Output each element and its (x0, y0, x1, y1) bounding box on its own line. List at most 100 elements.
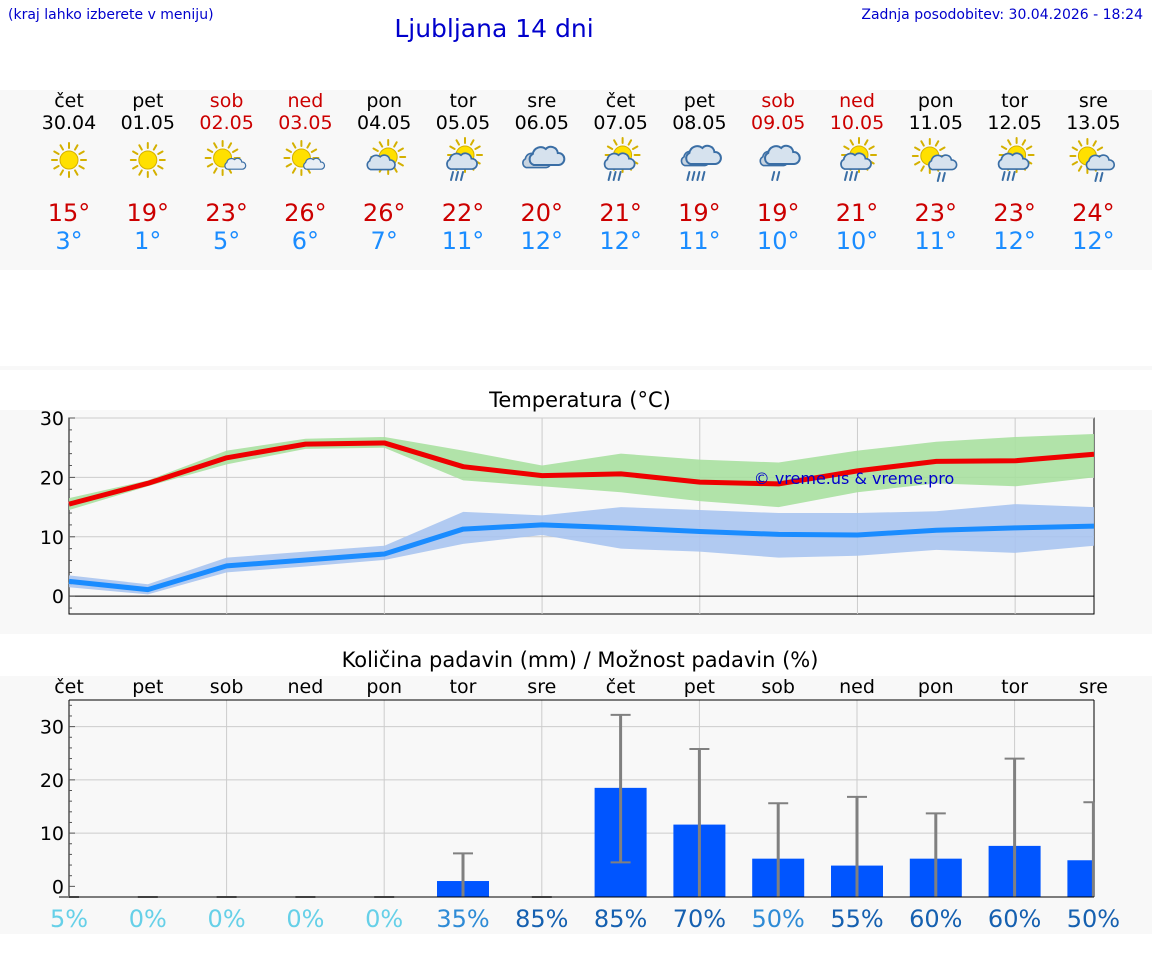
x-category-label: tor (450, 676, 477, 698)
day-date: 04.05 (357, 112, 411, 134)
min-temp: 6° (292, 227, 319, 255)
precip-probability: 60% (909, 905, 962, 933)
max-temp: 23° (993, 199, 1036, 227)
day-date: 06.05 (515, 112, 569, 134)
x-category-label: pon (918, 676, 954, 698)
x-category-label: tor (1001, 676, 1028, 698)
x-category-label: čet (54, 676, 84, 698)
sun-cloud-rain-icon (840, 137, 877, 181)
x-category-label: čet (606, 676, 636, 698)
precip-probability: 55% (830, 905, 883, 933)
precip-probability: 0% (208, 905, 246, 933)
cloudy-icon (522, 145, 566, 169)
x-category-label: ned (288, 676, 324, 698)
max-temp-range-band (69, 434, 1094, 511)
max-temp: 19° (757, 199, 800, 227)
min-temp: 12° (521, 227, 564, 255)
day-name: sob (761, 90, 795, 112)
day-name: sob (210, 90, 244, 112)
sun-cloud-light-rain-icon (1069, 138, 1115, 182)
max-temp: 24° (1072, 199, 1115, 227)
x-category-label: sre (1079, 676, 1108, 698)
min-temp: 10° (757, 227, 800, 255)
max-temp: 19° (678, 199, 721, 227)
day-name: ned (288, 90, 324, 112)
x-category-label: sob (210, 676, 244, 698)
max-temp: 19° (127, 199, 170, 227)
min-temp: 3° (55, 227, 82, 255)
page-title: Ljubljana 14 dni (394, 14, 594, 43)
precip-probability: 5% (50, 905, 88, 933)
min-temp: 7° (371, 227, 398, 255)
precip-probability: 50% (752, 905, 805, 933)
x-category-label: sob (761, 676, 795, 698)
max-temp: 15° (48, 199, 91, 227)
x-category-label: pon (366, 676, 402, 698)
max-temp-line (68, 440, 1095, 507)
min-temp-range-band (69, 504, 1094, 595)
sun-cloud-rain-icon (997, 137, 1035, 181)
watermark: © vreme.us & vreme.pro (754, 469, 955, 488)
precip-probability: 0% (286, 905, 324, 933)
y-tick-label: 20 (40, 770, 64, 792)
max-temp: 26° (363, 199, 406, 227)
precipitation-chart: 0 10 20 30 čet pet sob ned pon tor sre čet pet sob ned… (40, 676, 1120, 933)
sun-cloud-rain-icon (446, 137, 483, 181)
sun-small-cloud-icon (204, 140, 247, 176)
precip-bar (1067, 860, 1094, 897)
cloud-rain-icon (680, 144, 722, 181)
max-temp: 22° (442, 199, 485, 227)
day-date: 10.05 (830, 112, 884, 134)
day-name: sre (527, 90, 556, 112)
max-temp: 21° (836, 199, 879, 227)
day-date: 08.05 (672, 112, 726, 134)
precipitation-chart-title: Količina padavin (mm) / Možnost padavin … (341, 648, 819, 672)
day-date: 13.05 (1066, 112, 1120, 134)
precip-probability: 35% (436, 905, 489, 933)
y-tick-label: 10 (40, 823, 64, 845)
day-date: 01.05 (121, 112, 175, 134)
min-temp: 1° (134, 227, 161, 255)
sun-cloud-rain-icon (603, 137, 641, 181)
max-temp: 23° (205, 199, 248, 227)
cloud-light-rain-icon (759, 144, 801, 181)
sunny-icon (51, 142, 87, 178)
max-temp: 26° (284, 199, 327, 227)
last-updated: Zadnja posodobitev: 30.04.2026 - 18:24 (861, 7, 1143, 23)
day-date: 07.05 (593, 112, 647, 134)
sun-small-cloud-icon (283, 140, 326, 176)
y-tick-label: 0 (52, 586, 64, 608)
precip-probability: 85% (515, 905, 568, 933)
x-category-label: pet (132, 676, 163, 698)
y-tick-label: 30 (40, 410, 64, 430)
day-name: ned (839, 90, 875, 112)
forecast-panel (0, 90, 1152, 270)
max-temp: 23° (915, 199, 958, 227)
day-date: 09.05 (751, 112, 805, 134)
day-name: pon (366, 90, 402, 112)
x-category-label: sre (527, 676, 556, 698)
day-date: 02.05 (199, 112, 253, 134)
x-category-label: ned (839, 676, 875, 698)
temperature-chart: 0 10 20 30 © vreme.us & vreme.pro (40, 410, 1095, 615)
location-hint-link[interactable]: (kraj lahko izberete v meniju) (8, 7, 214, 23)
y-tick-label: 20 (40, 467, 64, 489)
daily-forecast-row: čet30.0415°3°pet01.0519°1°sob02.0523°5°n… (42, 90, 1121, 255)
day-date: 03.05 (278, 112, 332, 134)
precip-probability: 60% (988, 905, 1041, 933)
day-name: tor (1001, 90, 1028, 112)
precip-probability: 0% (129, 905, 167, 933)
day-date: 12.05 (987, 112, 1041, 134)
sunny-icon (129, 142, 166, 178)
min-temp: 12° (993, 227, 1036, 255)
